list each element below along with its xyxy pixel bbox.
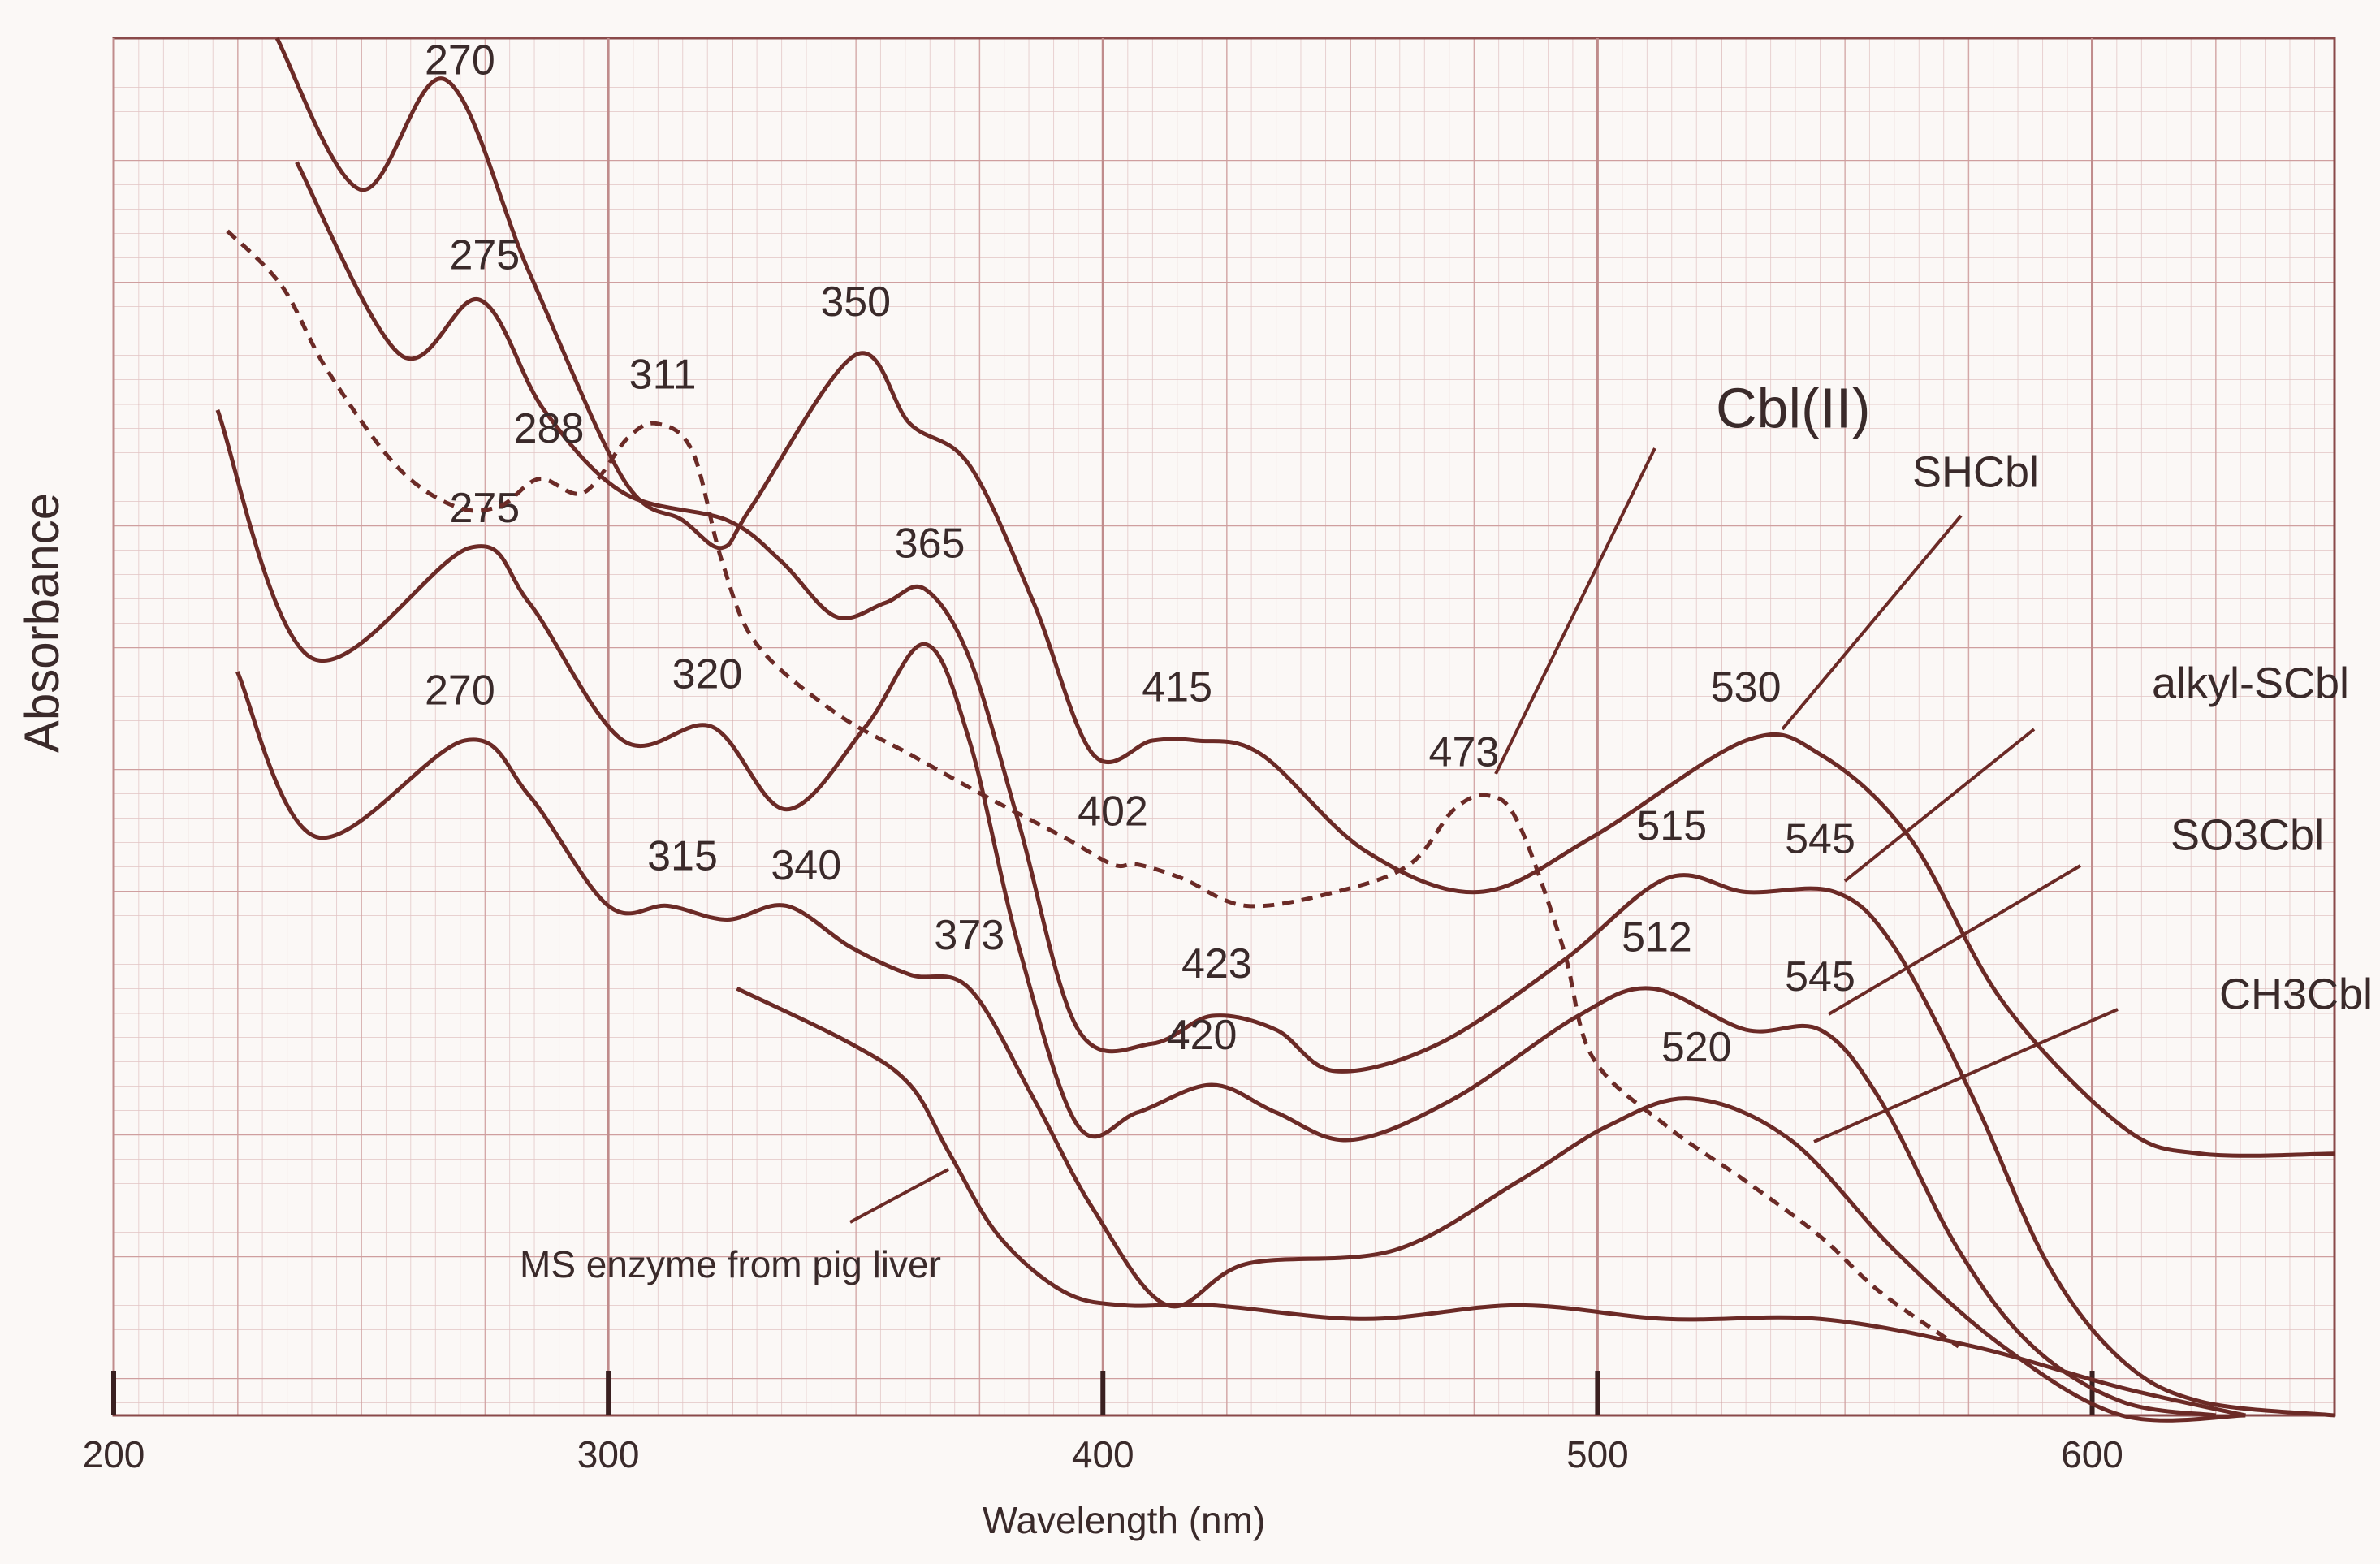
peak-label: 520 [1661, 1024, 1732, 1071]
peak-label: 315 [647, 832, 718, 879]
peak-label: 402 [1078, 788, 1148, 835]
peak-label: 420 [1167, 1012, 1238, 1059]
peak-label: 473 [1429, 729, 1500, 776]
x-axis-label: Wavelength (nm) [983, 1499, 1266, 1541]
peak-label: 270 [425, 668, 495, 715]
series-label: CH3Cbl [2219, 970, 2373, 1018]
peak-label: 275 [449, 231, 520, 279]
spectrum-line [736, 986, 2246, 1418]
peak-label: 373 [934, 912, 1004, 959]
spectrum-line [295, 161, 2335, 1418]
peak-label: 365 [895, 521, 965, 568]
x-tick-label: 500 [1566, 1433, 1629, 1475]
x-tick-label: 200 [83, 1433, 145, 1475]
peak-label: 350 [820, 279, 891, 326]
series-label: Cbl(II) [1716, 376, 1871, 439]
peak-label: 340 [771, 842, 841, 889]
peak-label: 311 [629, 351, 697, 398]
spectrum-line [226, 229, 1960, 1349]
peak-label: 545 [1785, 815, 1855, 862]
peak-label: 423 [1181, 940, 1252, 987]
leader-line [1494, 447, 1656, 775]
x-tick-label: 600 [2061, 1433, 2123, 1475]
y-axis-label: Absorbance [15, 493, 69, 753]
series-label: alkyl-SCbl [2152, 659, 2349, 707]
peak-label: 320 [672, 651, 743, 698]
leader-line [849, 1168, 949, 1224]
leader-line [1843, 728, 2036, 883]
series-label: MS enzyme from pig liver [520, 1243, 941, 1285]
series-label: SHCbl [1912, 447, 2039, 496]
leader-line [1781, 514, 1963, 731]
peak-label: 270 [425, 37, 495, 84]
peak-label: 512 [1622, 914, 1692, 961]
peak-label: 545 [1785, 953, 1855, 1000]
leader-line [1813, 1008, 2119, 1143]
leader-line [1827, 864, 2082, 1016]
peak-label: 415 [1142, 664, 1212, 711]
peak-label: 515 [1636, 802, 1707, 849]
series-label: SO3Cbl [2171, 810, 2324, 859]
spectrum-line [274, 37, 2335, 1158]
peak-label: 530 [1711, 664, 1782, 711]
x-tick-label: 300 [577, 1433, 640, 1475]
spectrum-line [215, 409, 2217, 1418]
peak-label: 288 [514, 405, 585, 452]
major-grid [114, 38, 2335, 1415]
spectrum-line [235, 671, 2246, 1423]
x-tick-label: 400 [1072, 1433, 1134, 1475]
